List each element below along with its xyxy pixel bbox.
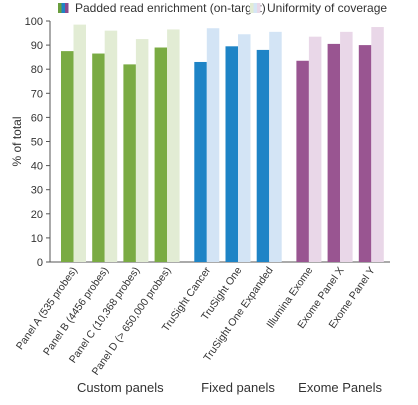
bar-uniformity	[340, 31, 353, 262]
legend-swatch	[253, 3, 257, 13]
bar-enrichment	[92, 53, 105, 262]
bar-uniformity	[371, 27, 384, 263]
bar-enrichment	[358, 45, 372, 262]
legend-label: Padded read enrichment (on-target)	[75, 1, 266, 15]
bar-uniformity	[269, 31, 282, 262]
bar-enrichment	[296, 60, 309, 262]
y-tick-label: 10	[31, 233, 43, 245]
bar-enrichment	[154, 47, 168, 263]
y-tick-label: 30	[31, 185, 43, 197]
group-label: Fixed panels	[201, 380, 275, 395]
bar-uniformity	[308, 36, 322, 262]
y-tick-label: 70	[31, 88, 43, 100]
y-tick-label: 50	[31, 137, 43, 149]
legend-label: Uniformity of coverage	[267, 1, 387, 15]
legend-swatch	[250, 3, 254, 13]
bar-uniformity	[238, 34, 251, 262]
y-axis-title: % of total	[10, 116, 24, 166]
legend-swatch	[58, 3, 62, 13]
bar-uniformity	[104, 30, 118, 262]
group-label: Custom panels	[77, 380, 164, 395]
y-tick-label: 40	[31, 161, 43, 173]
group-label: Exome Panels	[298, 380, 382, 395]
y-tick-label: 60	[31, 112, 43, 124]
y-tick-label: 20	[31, 209, 43, 221]
bar-enrichment	[256, 49, 270, 262]
y-tick-label: 0	[37, 257, 43, 269]
y-tick-label: 100	[25, 16, 43, 28]
legend-swatch	[65, 3, 69, 13]
legend-swatch	[257, 3, 261, 13]
bar-enrichment	[225, 46, 238, 263]
y-tick-label: 80	[31, 64, 43, 76]
bar-enrichment	[327, 43, 341, 262]
bar-uniformity	[73, 24, 86, 262]
bar-uniformity	[167, 29, 180, 263]
bar-uniformity	[135, 39, 149, 263]
bar-uniformity	[206, 28, 220, 263]
legend-swatch	[61, 3, 65, 13]
y-tick-label: 90	[31, 40, 43, 52]
bar-enrichment	[194, 61, 207, 262]
bar-enrichment	[61, 51, 74, 262]
bar-enrichment	[123, 64, 136, 262]
